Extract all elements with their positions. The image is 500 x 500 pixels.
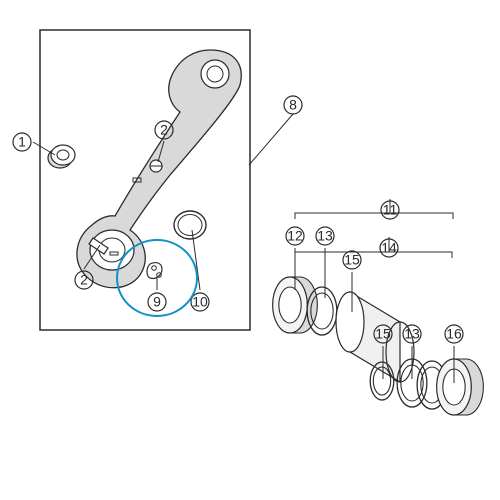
leader-line [249,114,293,165]
callout-number: 13 [404,326,420,342]
callout-number: 12 [287,228,303,244]
callout-number: 11 [383,202,398,218]
callout-number: 10 [192,294,208,310]
callout-number: 13 [317,228,333,244]
callout-number: 1 [18,134,26,150]
bracket-line [295,213,453,219]
callout-number: 14 [381,240,397,256]
callout-number: 2 [80,272,88,288]
o-ring-10 [174,211,206,239]
parts-diagram: 12289101112131314151516 [0,0,500,500]
callout-number: 9 [153,294,161,310]
callout-number: 16 [446,326,462,342]
callout-number: 2 [160,122,168,138]
leader-line [33,142,55,155]
pedal-hole [201,60,229,88]
bracket-line [295,252,452,258]
callout-number: 15 [344,252,360,268]
callout-number: 15 [375,326,391,342]
callout-number: 8 [289,97,297,113]
